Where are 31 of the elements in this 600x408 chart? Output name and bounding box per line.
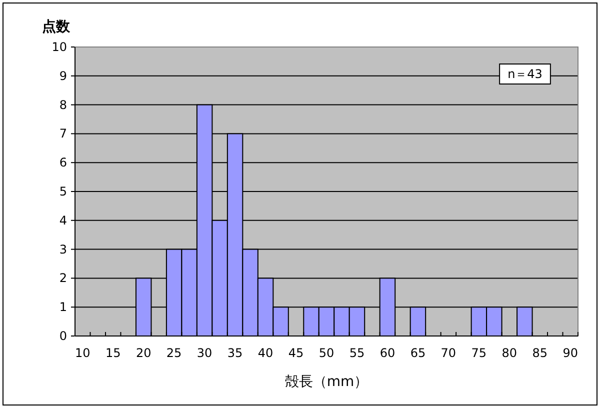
x-tick-label: 55 [349, 346, 365, 360]
y-tick-label: 6 [59, 156, 67, 170]
x-tick-label: 80 [502, 346, 518, 360]
x-tick-label: 10 [74, 346, 90, 360]
x-tick-label: 20 [136, 346, 152, 360]
annotation: n＝43 [508, 67, 542, 81]
x-axis-title: 殻長（mm） [284, 374, 368, 390]
x-tick-label: 30 [196, 346, 212, 360]
x-tick-label: 60 [380, 346, 396, 360]
y-tick-label: 7 [59, 126, 67, 141]
x-tick-label: 85 [532, 346, 548, 360]
y-tick-label: 3 [59, 242, 67, 256]
y-tick-label: 2 [59, 271, 67, 286]
x-tick-label: 25 [166, 346, 182, 360]
y-tick-label: 4 [59, 213, 67, 228]
y-axis-title: 点数 [42, 19, 71, 35]
x-tick-label: 40 [258, 346, 274, 360]
x-tick-label: 65 [410, 346, 426, 360]
x-tick-label: 15 [105, 346, 121, 360]
x-tick-label: 35 [227, 346, 243, 360]
y-tick-label: 10 [52, 40, 67, 54]
x-tick-label: 70 [440, 346, 456, 360]
x-tick-label: 75 [471, 346, 487, 360]
y-tick-label: 0 [59, 329, 67, 343]
x-tick-label: 90 [562, 346, 578, 360]
x-tick-label: 45 [288, 346, 304, 360]
y-tick-label: 5 [59, 184, 67, 198]
y-tick-label: 1 [59, 300, 67, 314]
y-tick-label: 9 [59, 68, 67, 83]
y-tick-label: 8 [59, 98, 67, 112]
x-tick-label: 50 [318, 346, 334, 360]
